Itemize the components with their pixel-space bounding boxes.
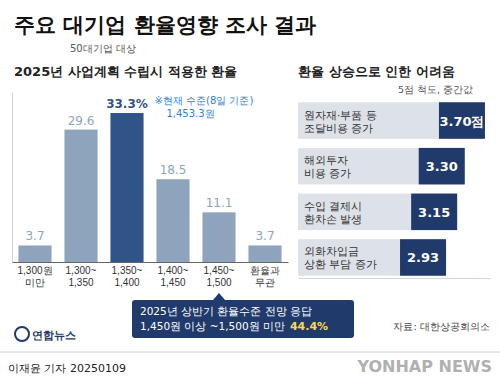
text-line: 1,350~ <box>112 265 143 276</box>
chart-title: 환율 상승으로 인한 어려움 <box>298 64 455 79</box>
text-line: 외화차입금 <box>304 245 359 257</box>
x-axis <box>299 278 491 279</box>
annotation: 2025년 상반기 환율수준 전망 응답 1,450원 이상 ~1,500원 미만 <box>140 305 312 332</box>
annotation-pointer <box>213 293 225 300</box>
tick: 1,350~1,400 <box>112 262 143 288</box>
footer-rule <box>0 352 500 353</box>
data-labels: 3.70점 3.30 3.15 2.93 <box>400 102 485 275</box>
text-line: 무관 <box>255 277 275 288</box>
text-line: 환율과 <box>250 265 280 276</box>
bar <box>156 179 189 262</box>
logo: 연합뉴스 <box>32 329 76 342</box>
tick-label: 외화차입금상환 부담 증가 <box>304 245 377 270</box>
tick-label: 환율과무관 <box>250 265 280 288</box>
tick-label: 수입 결제시환차손 발생 <box>304 200 362 225</box>
logo-mark <box>15 327 29 341</box>
credit: 이재윤 기자 20250109 <box>8 362 126 375</box>
axis-line <box>299 278 491 279</box>
text-line: 조달비용 증가 <box>304 122 373 134</box>
tick-label: 1,300원미만 <box>17 265 52 288</box>
text-line: 1,500 <box>206 277 231 288</box>
annotation: ※현재 수준(8일 기준) 1,453.3원 <box>154 95 253 119</box>
tick-label: 1,450~1,500 <box>204 265 235 288</box>
bar <box>248 245 281 262</box>
text-line: 1,300~ <box>66 265 97 276</box>
subtitle: 50대기업 대상 <box>70 43 136 54</box>
data-label: 3.30 <box>426 159 458 174</box>
chart-root: 주요 대기업 환율영향 조사 결과 50대기업 대상 2025년 사업계획 수립시 … <box>0 0 500 381</box>
tick-label: 원자재·부품 등조달비용 증가 <box>304 109 377 134</box>
tick: 1,450~1,500 <box>204 262 235 288</box>
bars <box>18 113 281 262</box>
bar <box>298 239 446 276</box>
value-box <box>419 148 465 185</box>
data-label: 33.3% <box>106 97 148 111</box>
bar <box>64 130 97 262</box>
tick: 환율과무관 <box>250 262 280 288</box>
axis-line <box>13 262 289 263</box>
text-line: ※현재 수준(8일 기준) <box>154 95 253 106</box>
text-line: 1,450 <box>160 277 185 288</box>
text-line: 환차손 발생 <box>304 213 362 225</box>
text-line: 해외투자 <box>304 154 348 166</box>
y-axis-labels: 원자재·부품 등조달비용 증가해외투자비용 증가수입 결제시환차손 발생외화차입… <box>304 109 377 271</box>
data-label: 2.93 <box>407 250 439 265</box>
text-line: 미만 <box>25 277 45 288</box>
text-line: 1,453.3원 <box>166 108 214 119</box>
title: 주요 대기업 환율영향 조사 결과 <box>14 13 316 37</box>
y-axis <box>12 93 13 263</box>
text-line: 1,300원 <box>17 265 52 276</box>
bar <box>298 194 457 231</box>
bar <box>18 245 51 262</box>
tick: 1,300원미만 <box>17 262 52 288</box>
bar <box>298 102 485 139</box>
text-line: 1,400 <box>114 277 139 288</box>
data-label: 11.1 <box>206 196 233 210</box>
x-axis: 1,300원미만1,300~1,3501,350~1,4001,400~1,45… <box>13 262 289 288</box>
bar <box>202 212 235 262</box>
value-box <box>400 239 446 276</box>
data-label: 29.6 <box>68 114 95 128</box>
text-line: 2025년 상반기 환율수준 전망 응답 <box>140 305 312 317</box>
watermark: YONHAP NEWS <box>356 357 492 376</box>
text-line: 수입 결제시 <box>304 200 362 212</box>
annotation-box <box>132 300 354 338</box>
data-label: 3.7 <box>25 229 44 243</box>
data-label: 3.70점 <box>439 114 484 129</box>
chart-subtitle: 5점 척도, 중간값 <box>398 84 473 95</box>
text-line: 원자재·부품 등 <box>304 109 377 121</box>
data-label: 18.5 <box>160 163 187 177</box>
tick-label: 1,400~1,450 <box>158 265 189 288</box>
tick: 1,400~1,450 <box>158 262 189 288</box>
bar <box>298 148 465 185</box>
annotation-emphasis: 44.4% <box>290 320 328 333</box>
bars <box>298 102 485 275</box>
value-box <box>439 102 485 139</box>
text-line: 상환 부담 증가 <box>304 258 377 270</box>
source: 자료: 대한상공회의소 <box>393 321 490 332</box>
data-label: 3.7 <box>255 229 274 243</box>
tick-label: 1,350~1,400 <box>112 265 143 288</box>
text-line: 1,400~ <box>158 265 189 276</box>
text-line: 1,450~ <box>204 265 235 276</box>
chart-title: 2025년 사업계획 수립시 적용한 환율 <box>14 64 237 79</box>
axis-line <box>12 93 13 263</box>
text-line: 비용 증가 <box>304 167 351 179</box>
bar <box>110 113 143 262</box>
value-box <box>411 194 457 231</box>
data-label: 3.15 <box>418 205 450 220</box>
data-labels: 3.7 29.6 33.3% 18.5 11.1 3.7 <box>25 97 274 243</box>
text-line: 1,450원 이상 ~1,500원 미만 <box>140 320 285 332</box>
tick: 1,300~1,350 <box>66 262 97 288</box>
tick-label: 해외투자비용 증가 <box>304 154 351 179</box>
tick-label: 1,300~1,350 <box>66 265 97 288</box>
text-line: 1,350 <box>68 277 93 288</box>
